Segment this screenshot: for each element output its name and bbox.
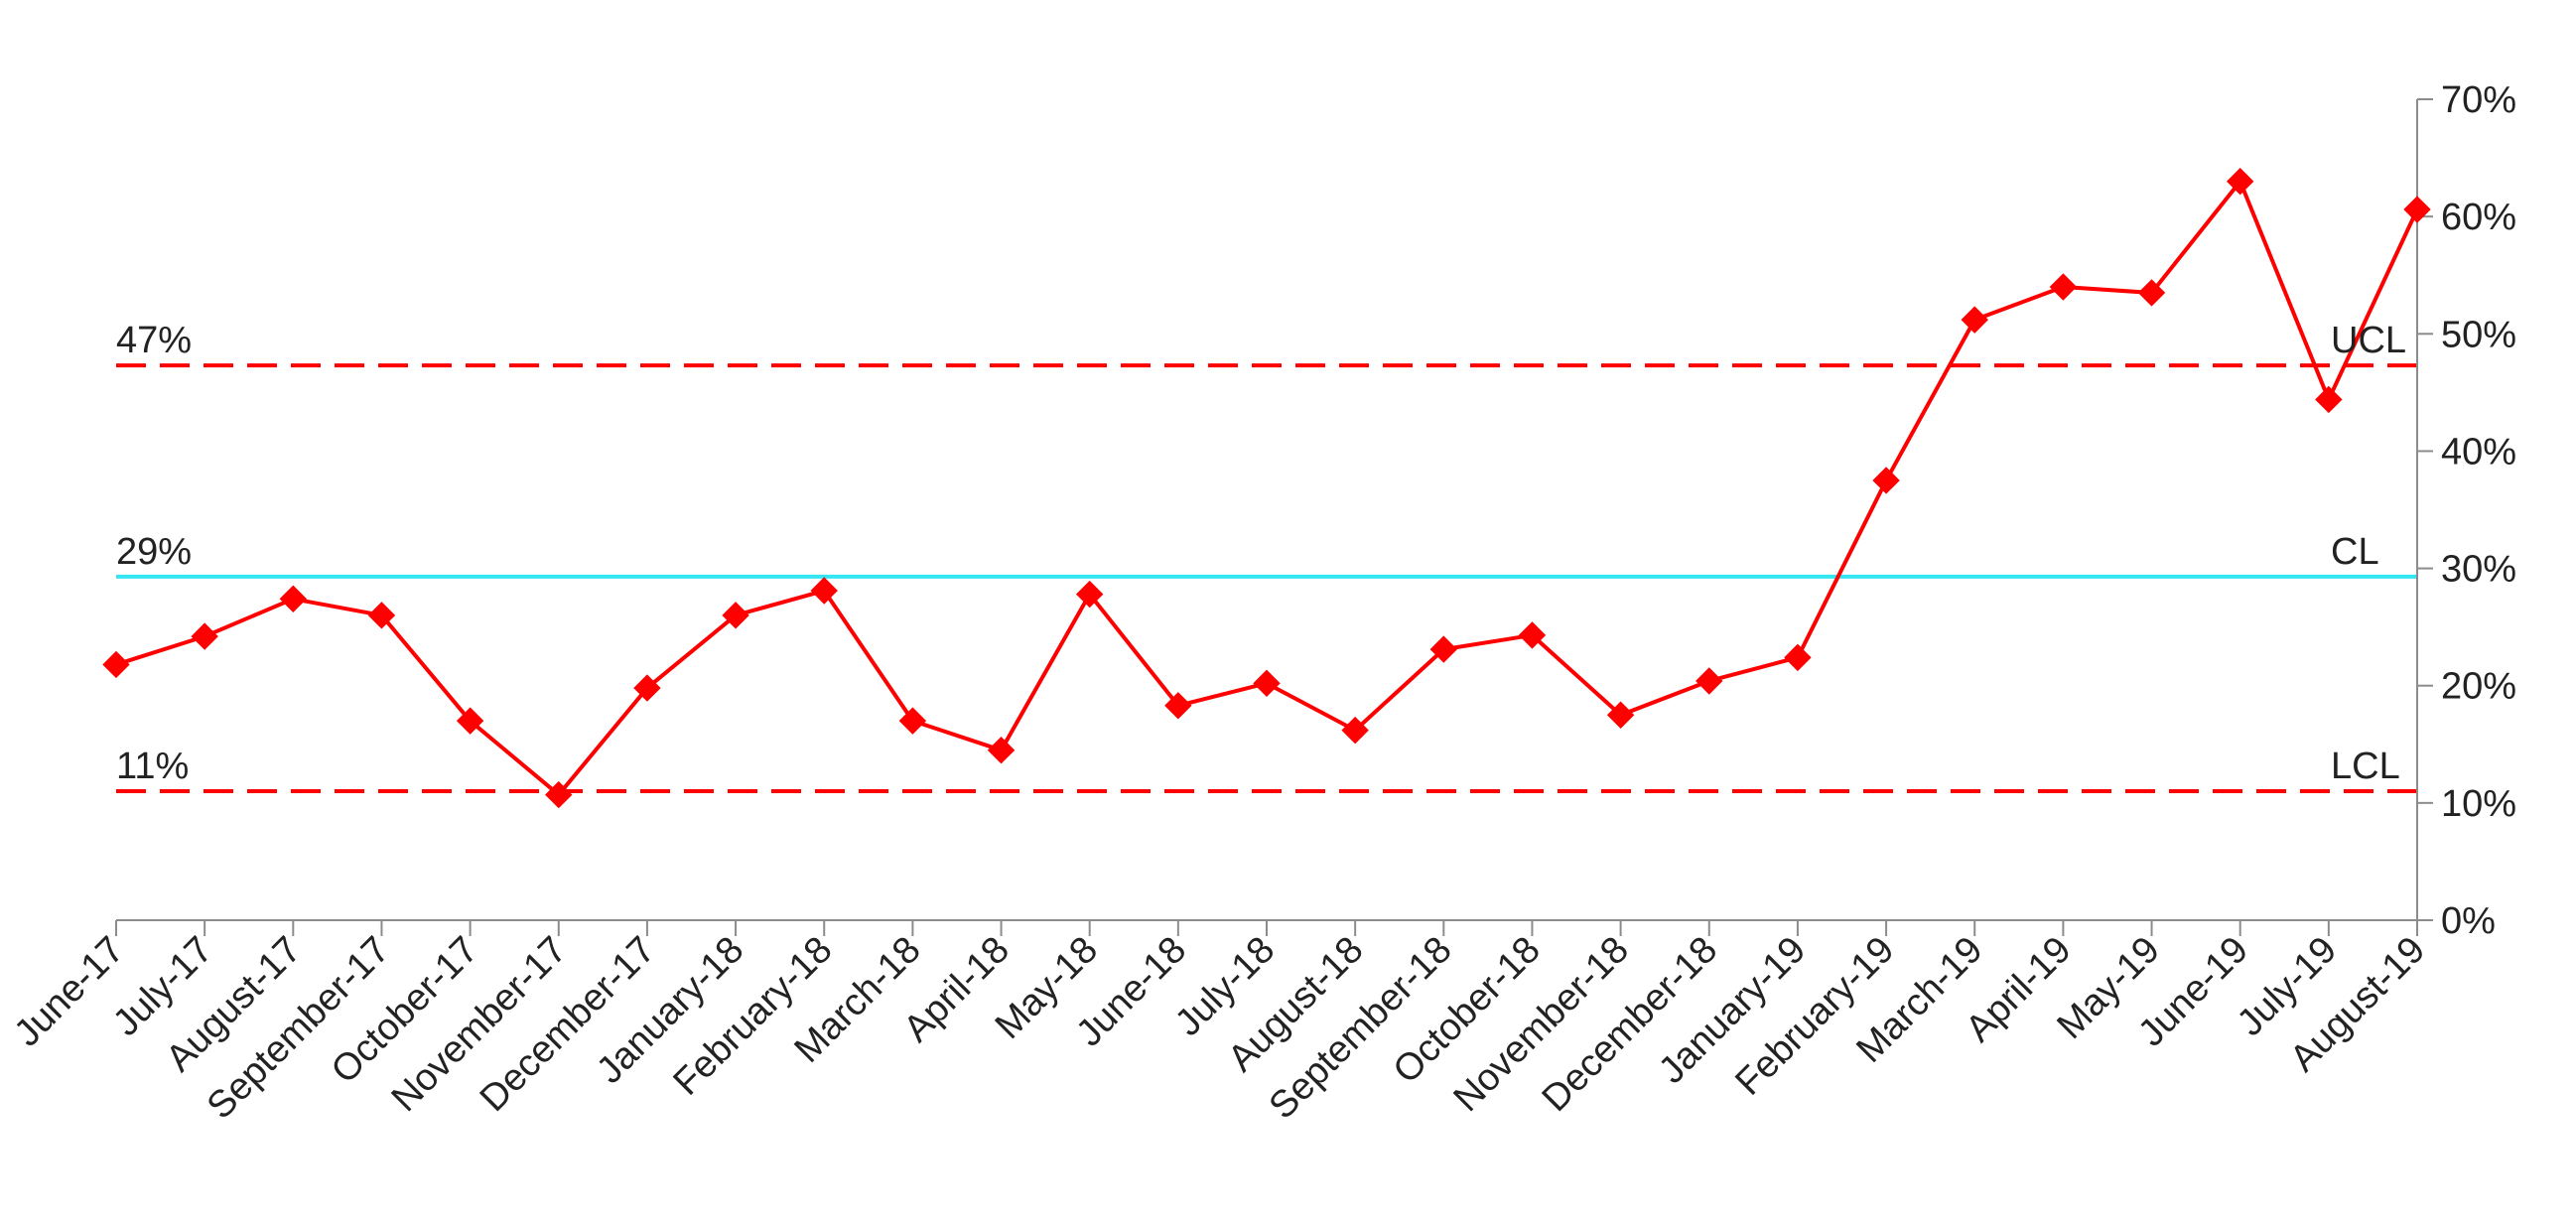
cl-value-label: 29% [116, 531, 192, 573]
data-point-marker [898, 707, 927, 735]
control-lines-group [116, 363, 2417, 794]
ucl-value-label: 47% [116, 320, 192, 361]
data-point-marker [1695, 667, 1723, 695]
y-tick-label: 20% [2441, 666, 2516, 708]
data-point-marker [1784, 643, 1812, 672]
data-point-marker [1075, 580, 1104, 609]
data-point-marker [1253, 669, 1281, 698]
data-point-marker [810, 577, 838, 605]
y-tick-label: 30% [2441, 549, 2516, 591]
data-point-marker [987, 736, 1016, 764]
data-point-marker [1429, 635, 1458, 663]
series-line [115, 179, 2419, 797]
data-point-marker [2049, 273, 2078, 301]
lcl-tag-label: LCL [2331, 746, 2400, 787]
y-tick-label: 50% [2441, 314, 2516, 355]
data-point-marker [456, 707, 484, 735]
data-point-marker [1606, 701, 1635, 729]
y-tick-label: 60% [2441, 197, 2516, 238]
data-point-marker [1961, 306, 1988, 334]
series-group [115, 179, 2419, 797]
data-point-marker [2137, 279, 2166, 307]
ucl-tag-label: UCL [2331, 320, 2406, 361]
y-tick-label: 0% [2441, 900, 2496, 942]
data-point-marker [2403, 196, 2431, 223]
lcl-value-label: 11% [116, 746, 189, 787]
data-point-marker [722, 602, 749, 629]
labels-group: 47% UCL 29% CL 11% LCL [116, 320, 2406, 787]
data-point-marker [2315, 385, 2343, 414]
y-tick-label: 40% [2441, 431, 2516, 473]
data-point-marker [1164, 692, 1192, 720]
y-tick-label: 70% [2441, 79, 2516, 121]
data-point-marker [1341, 716, 1369, 745]
data-point-marker [1872, 467, 1900, 494]
data-point-marker [279, 585, 308, 612]
cl-tag-label: CL [2331, 531, 2379, 573]
data-point-marker [102, 650, 130, 679]
x-tick-label: June-17 [7, 929, 133, 1055]
data-point-marker [367, 602, 396, 629]
data-point-marker [633, 674, 661, 702]
y-tick-label: 10% [2441, 783, 2516, 825]
data-point-marker [191, 622, 218, 650]
data-point-marker [1518, 621, 1547, 649]
data-point-marker [2226, 167, 2254, 196]
data-point-marker [545, 780, 573, 809]
markers-group [102, 167, 2431, 809]
